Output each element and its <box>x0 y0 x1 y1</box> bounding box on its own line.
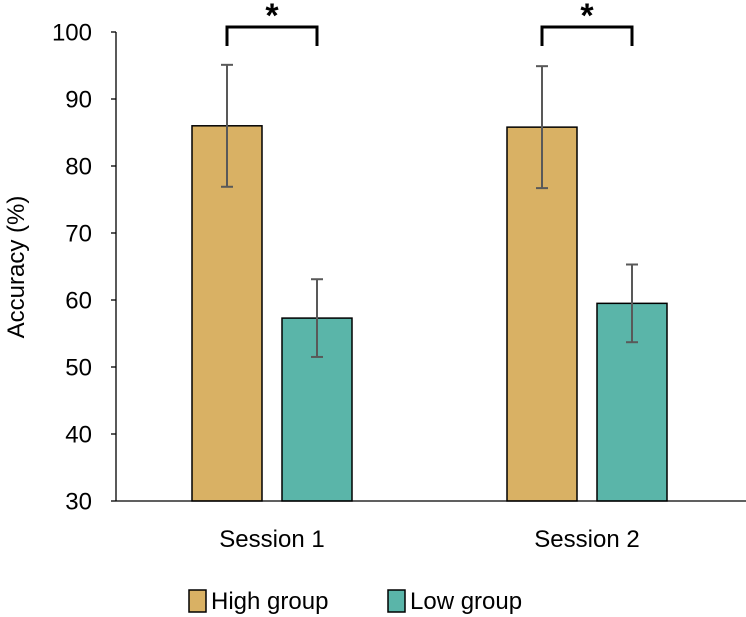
legend-swatch <box>188 589 207 613</box>
significance-brackets: * * <box>225 0 634 46</box>
legend-label: Low group <box>410 588 522 615</box>
bar <box>191 125 263 502</box>
legend-swatch <box>387 589 406 613</box>
y-tick-label: 50 <box>65 355 92 382</box>
y-tick-label: 90 <box>65 87 92 114</box>
significance-bracket <box>540 25 634 46</box>
category-label: Session 1 <box>219 526 324 553</box>
significance-star: * <box>265 0 279 35</box>
error-bars-layer <box>221 63 638 358</box>
y-tick-label: 30 <box>65 489 92 516</box>
significance-star: * <box>580 0 594 35</box>
y-tick-label: 100 <box>52 20 92 47</box>
category-labels: Session 1 Session 2 <box>219 526 639 553</box>
y-axis-title: Accuracy (%) <box>3 196 30 339</box>
y-tick-label: 60 <box>65 288 92 315</box>
bar <box>506 126 578 502</box>
category-label: Session 2 <box>534 526 639 553</box>
axes-layer <box>111 31 746 502</box>
bars-layer <box>191 125 668 502</box>
y-tick-label: 80 <box>65 154 92 181</box>
significance-bracket <box>225 25 319 46</box>
legend-label: High group <box>211 588 328 615</box>
y-tick-labels: 30 40 50 60 70 80 90 100 <box>52 20 92 516</box>
legend: High group Low group <box>188 588 522 615</box>
y-tick-label: 70 <box>65 221 92 248</box>
y-tick-label: 40 <box>65 422 92 449</box>
